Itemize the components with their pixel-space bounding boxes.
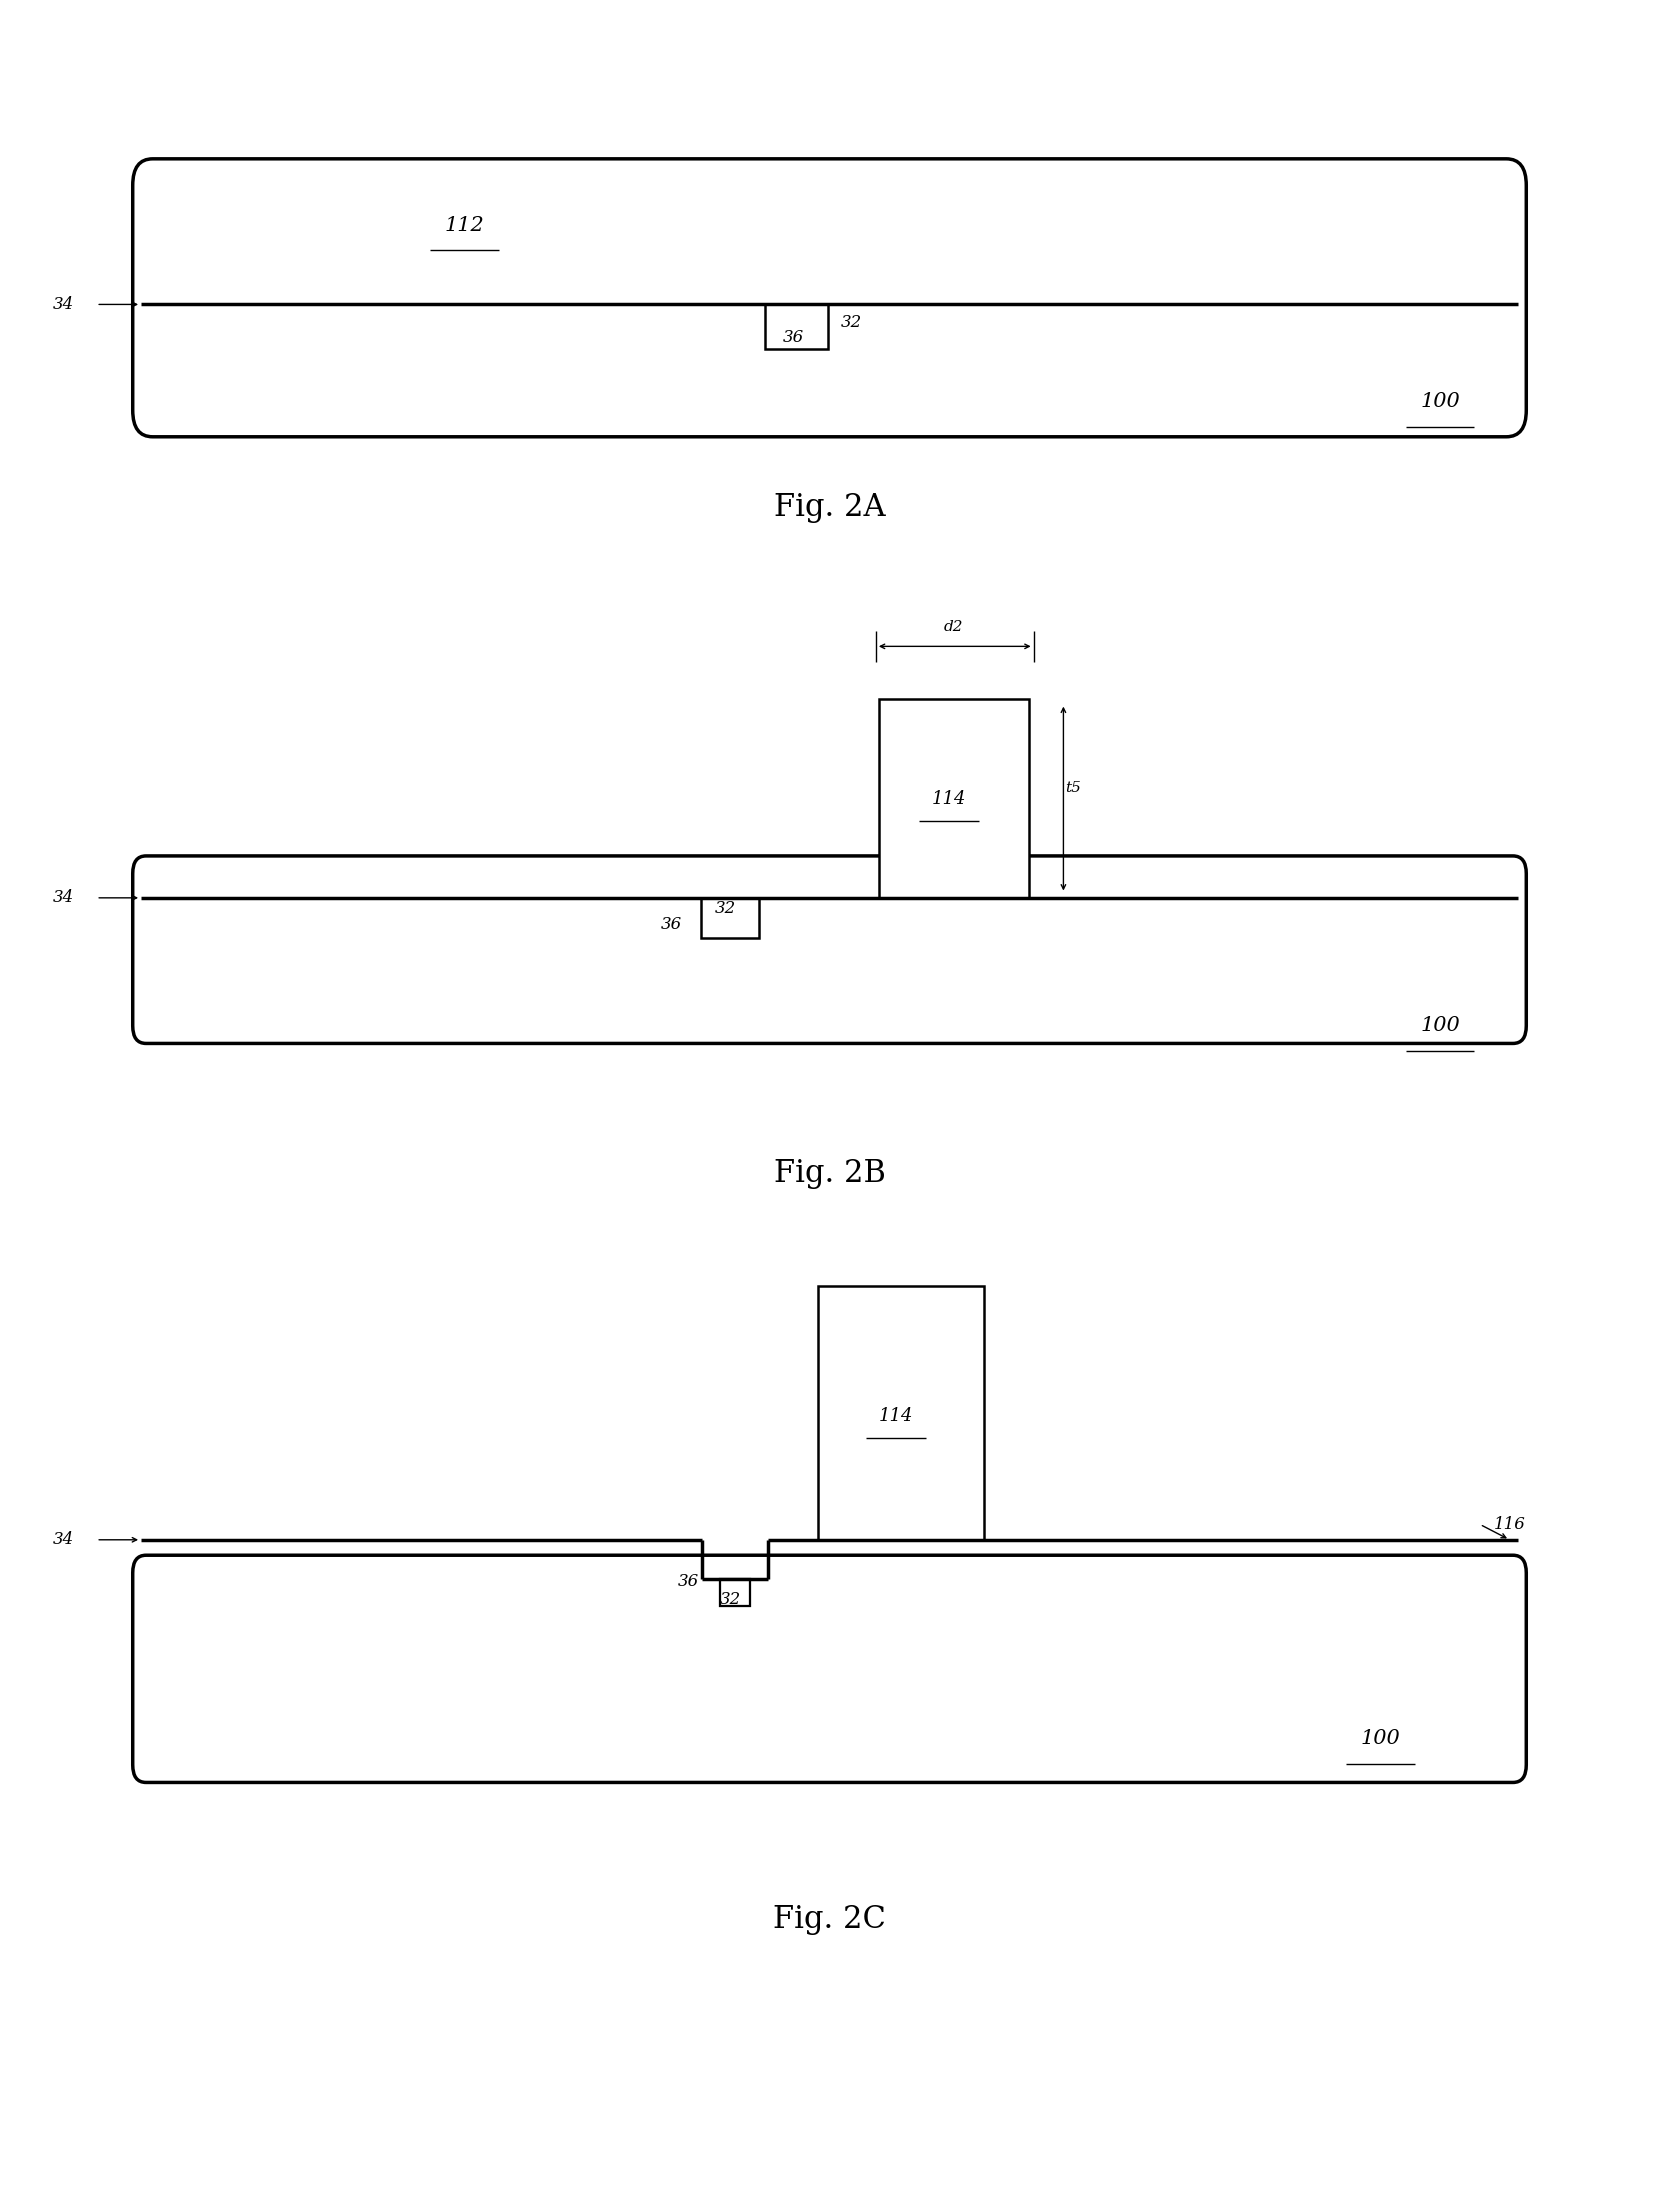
- FancyBboxPatch shape: [133, 1555, 1526, 1782]
- Text: 36: 36: [662, 915, 682, 933]
- Bar: [879, 699, 1029, 898]
- Text: 112: 112: [445, 216, 484, 234]
- Bar: [700, 898, 760, 938]
- Text: 100: 100: [1360, 1730, 1400, 1747]
- Text: 100: 100: [1420, 1017, 1460, 1035]
- FancyBboxPatch shape: [133, 159, 1526, 437]
- Text: 36: 36: [679, 1573, 698, 1591]
- Text: 114: 114: [932, 790, 966, 807]
- Text: d2: d2: [944, 620, 964, 633]
- Text: 34: 34: [53, 889, 73, 907]
- Bar: [720, 1579, 750, 1606]
- Text: 100: 100: [1420, 393, 1460, 410]
- Text: 32: 32: [841, 313, 861, 331]
- Text: t5: t5: [1065, 781, 1082, 794]
- Text: 32: 32: [715, 900, 735, 918]
- Text: 32: 32: [720, 1591, 740, 1608]
- Text: 34: 34: [53, 1531, 73, 1549]
- Text: Fig. 2B: Fig. 2B: [773, 1158, 886, 1189]
- Bar: [818, 1286, 984, 1540]
- Text: 116: 116: [1493, 1516, 1526, 1533]
- Text: Fig. 2A: Fig. 2A: [773, 492, 886, 523]
- Text: 36: 36: [783, 329, 803, 346]
- Text: 114: 114: [879, 1407, 912, 1425]
- FancyBboxPatch shape: [133, 856, 1526, 1043]
- Text: 34: 34: [53, 296, 73, 313]
- Text: Fig. 2C: Fig. 2C: [773, 1904, 886, 1935]
- Bar: [765, 304, 828, 349]
